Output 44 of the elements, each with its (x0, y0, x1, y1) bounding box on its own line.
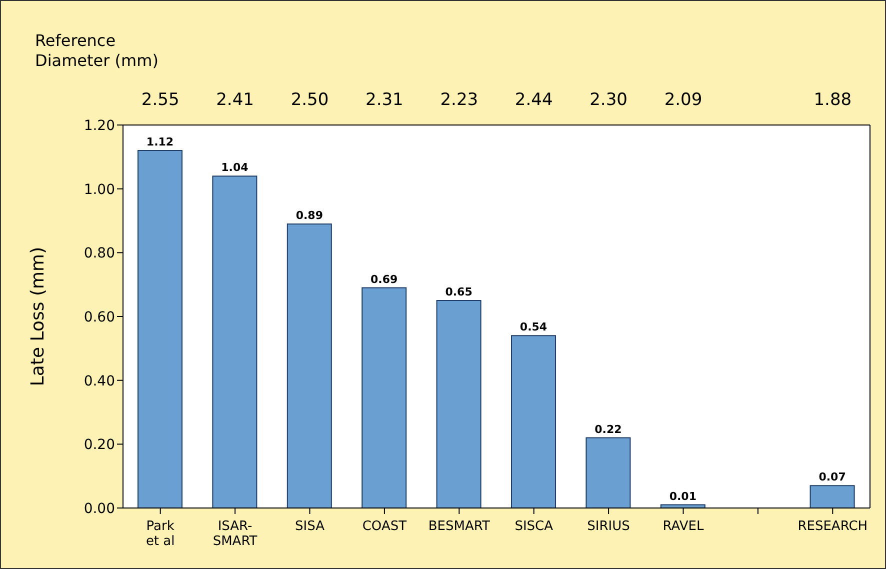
x-tick-label: BESMART (428, 519, 490, 534)
x-tick-label: RAVEL (662, 519, 704, 534)
y-tick-label: 0.20 (84, 437, 115, 454)
bar (138, 150, 182, 508)
y-axis-title: Late Loss (mm) (27, 246, 48, 386)
text: Reference Diameter (mm) (35, 31, 160, 71)
x-tick-label: SIRIUS (587, 519, 630, 534)
text: 2.23 (440, 90, 478, 110)
x-tick-label: COAST (362, 519, 407, 534)
y-tick-label: 0.00 (84, 500, 115, 517)
bar (286, 223, 332, 508)
text: 2.09 (664, 90, 702, 110)
text: 2.30 (590, 90, 628, 110)
y-tick-label: 1.20 (84, 118, 115, 134)
text: 2.41 (216, 90, 254, 110)
data-label: 0.22 (594, 422, 622, 436)
data-label: 1.12 (146, 136, 174, 149)
text: 1.88 (814, 90, 852, 110)
bar (511, 335, 556, 508)
x-tick-label: RESEARCH (798, 519, 868, 534)
bar (212, 176, 258, 508)
y-tick-label: 0.80 (84, 246, 115, 262)
data-label: 0.89 (296, 208, 323, 222)
x-tick-label: ISAR-SMART (212, 519, 258, 549)
data-label: 1.04 (221, 161, 249, 174)
y-tick-label: 1.00 (84, 182, 115, 198)
data-label: 0.01 (669, 490, 696, 503)
y-tick-label: 0.40 (84, 373, 115, 390)
y-tick-label: 0.60 (84, 309, 115, 326)
text: 2.44 (514, 90, 553, 110)
x-tick-label: Park et al (146, 519, 175, 549)
x-tick-label: SISA (295, 519, 325, 534)
data-label: 0.54 (520, 320, 548, 334)
bar (362, 287, 407, 508)
bar (810, 485, 855, 508)
data-label: 0.07 (818, 470, 846, 484)
text: 2.31 (366, 90, 404, 110)
x-tick-label: SISCA (514, 519, 554, 534)
text: 2.50 (290, 90, 329, 110)
bar (586, 437, 631, 508)
data-label: 0.65 (445, 286, 472, 299)
data-label: 0.69 (370, 272, 398, 286)
text: 2.55 (141, 90, 180, 110)
bar (436, 300, 482, 508)
